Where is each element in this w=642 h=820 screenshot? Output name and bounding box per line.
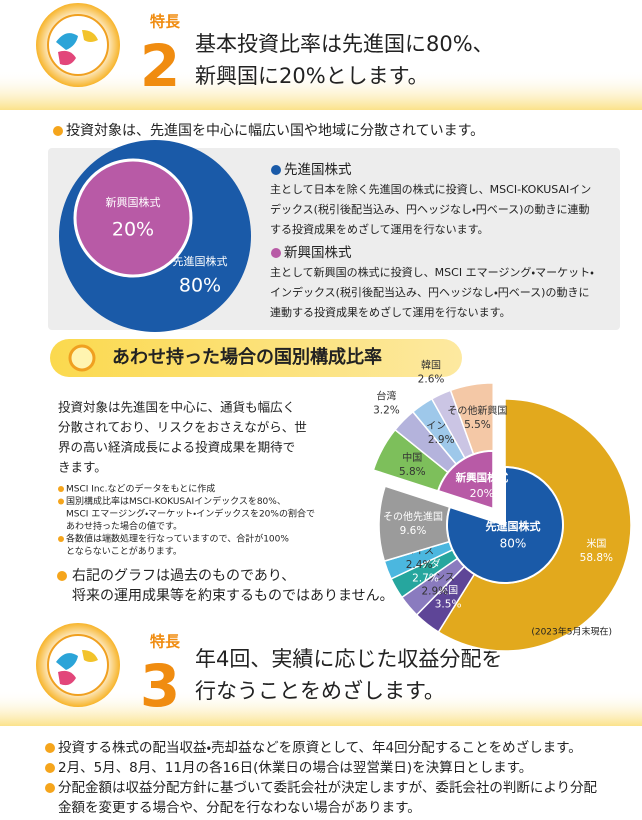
text-line: 連動する投資成果をめざして運用を行ないます。 (270, 305, 511, 319)
bullet-line: 分配金額は収益分配方針に基づいて委託会社が決定しますが、委託会社の判断により分配 (58, 779, 598, 796)
text-line: 分散されており、リスクをおさえながら、世 (58, 420, 307, 435)
header-band (0, 690, 642, 726)
feature-label: 特長 (150, 633, 181, 651)
segment-label: 米国 (586, 537, 606, 550)
segment-value: 2.7% (412, 572, 439, 584)
text-line: 基本投資比率は先進国に80%、 (195, 32, 494, 56)
segment-label: 台湾 (376, 390, 396, 403)
segment-label: その他先進国 (383, 510, 443, 523)
group-label: 先進国株式 (486, 519, 541, 533)
banner (50, 339, 462, 377)
note-line: あわせ持った場合の値です。 (66, 520, 182, 532)
text-line: インデックス(税引後配当込み、円ヘッジなし・円ベース)の動きに (270, 285, 589, 299)
bullet-dot (45, 763, 55, 773)
box-heading: 先進国株式 (284, 162, 352, 178)
group-sector (436, 449, 495, 511)
segment-value: 2.4% (406, 559, 433, 571)
feature-label: 特長 (150, 13, 181, 31)
globe-icon (36, 3, 120, 87)
note-line: 国別構成比率はMSCI-KOKUSAIインデックスを80%、 (66, 495, 286, 507)
box-heading: 新興国株式 (284, 245, 352, 261)
bullet-line: 投資する株式の配当収益・売却益などを原資として、年4回分配することをめざします。 (58, 739, 582, 756)
text-line: 右記のグラフは過去のものであり、 (72, 568, 295, 584)
note-dot (58, 536, 64, 542)
text-line: 新興国に20%とします。 (195, 64, 429, 88)
text-line: 年4回、実績に応じた収益分配を (195, 647, 502, 671)
group-value: 80% (500, 537, 527, 551)
segment-label: その他新興国 (447, 404, 507, 417)
text-line: きます。 (58, 460, 107, 475)
text-line: 主として日本を除く先進国の株式に投資し、MSCI-KOKUSAIイン (270, 182, 591, 196)
pie-label: 先進国株式 (173, 254, 228, 268)
heading-dot (271, 165, 281, 175)
note-dot (58, 498, 64, 505)
segment-value: 2.6% (418, 373, 445, 385)
segment-value: 3.5% (435, 598, 462, 610)
segment-value: 3.2% (373, 405, 400, 417)
header-band (0, 70, 642, 110)
text-line: 投資対象は先進国を中心に、通貨も幅広く (58, 400, 295, 415)
pie-inner (73, 158, 193, 278)
segment-value: 2.9% (428, 434, 455, 446)
globe-icon (36, 623, 120, 707)
note-line: MSCI エマージング・マーケット・インデックスを20%の割合で (66, 508, 315, 520)
bullet-dot (57, 571, 67, 581)
bullet-line: 2月、5月、8月、11月の各16日(休業日の場合は翌営業日)を決算日とします。 (58, 760, 532, 776)
bullet-dot (45, 783, 55, 793)
pie-value: 80% (179, 275, 221, 297)
bullet-dot (53, 126, 63, 136)
banner-icon (68, 344, 96, 372)
group-sector (446, 465, 564, 584)
pie-label: 新興国株式 (106, 195, 161, 209)
note-dot (58, 486, 64, 492)
group-label: 新興国株式 (455, 471, 509, 484)
text-line: 主として新興国の株式に投資し、MSCI エマージング・マーケット・ (270, 265, 594, 279)
text-line: デックス(税引後配当込み、円ヘッジなし・円ベース)の動きに連動 (270, 202, 589, 216)
text-line: 界の高い経済成長による投資成果を期待で (58, 440, 295, 455)
note-line: MSCI Inc.などのデータをもとに作成 (66, 483, 215, 495)
segment-value: 9.6% (400, 525, 427, 537)
bullet-line: 金額を変更する場合や、分配を行なわない場合があります。 (58, 800, 421, 816)
segment-value: 2.9% (421, 585, 448, 597)
bullet-dot (45, 743, 55, 753)
banner-text: あわせ持った場合の国別構成比率 (112, 346, 382, 368)
feature-number: 2 (140, 32, 180, 100)
segment-value: 5.5% (464, 419, 491, 431)
feature-number: 3 (140, 652, 180, 720)
note-line: 各数値は端数処理を行なっていますので、合計が100% (66, 533, 289, 545)
note-line: とならないことがあります。 (66, 545, 182, 557)
text-line: する投資成果をめざして運用を行ないます。 (270, 222, 489, 236)
group-value: 20% (470, 487, 494, 500)
heading-dot (271, 248, 281, 258)
text-line: 将来の運用成果等を約束するものではありません。 (72, 587, 394, 604)
segment-label: 韓国 (421, 359, 441, 371)
segment-label: 中国 (402, 451, 422, 464)
pie-value: 20% (112, 219, 154, 241)
chart-note: (2023年5月末現在) (531, 626, 612, 638)
text-line: 行なうことをめざします。 (195, 679, 445, 703)
segment-label: インド (426, 421, 456, 432)
segment-value: 5.8% (399, 466, 426, 478)
segment-value: 58.8% (580, 552, 613, 564)
lead-text: 投資対象は、先進国を中心に幅広い国や地域に分散されています。 (66, 123, 484, 139)
